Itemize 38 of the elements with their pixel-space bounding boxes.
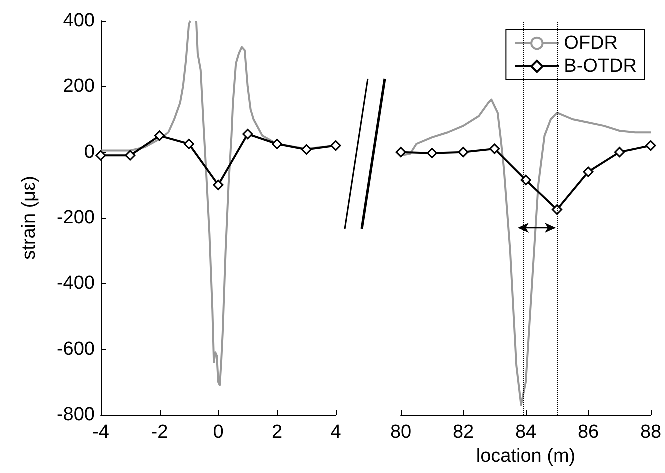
point [458,147,469,158]
y-tick-label: -600 [56,338,95,360]
y-tick-label: 400 [63,10,95,32]
x-tick-label: 2 [272,422,283,443]
y-tick-label: 200 [63,76,95,98]
point [330,140,342,152]
point [490,144,500,154]
x-tick-label: 84 [515,422,537,443]
y-tick-label: -200 [56,208,95,228]
y-tick-label: -400 [56,273,95,294]
point [614,147,625,158]
y-tick-label: -800 [56,404,95,426]
x-tick-label: 82 [452,422,474,443]
point [154,130,165,142]
point [396,147,406,158]
point [213,180,224,190]
x-tick-label: 80 [390,422,412,443]
x-axis-title: location (m) [476,446,576,467]
x-tick-label: -4 [92,422,110,443]
point [96,150,106,161]
point [646,140,656,152]
y-tick-label: 0 [84,142,95,163]
point [520,174,532,186]
x-tick-label: 88 [640,422,662,443]
point [301,144,312,155]
point [125,150,136,161]
x-tick-label: 86 [578,422,600,443]
legend-label: OFDR [564,33,618,54]
point [583,166,594,178]
x-tick-label: 4 [330,422,342,443]
y-axis-title: strain (με) [19,176,40,260]
x-tick-label: 0 [213,422,224,443]
x-tick-label: -2 [151,422,168,443]
point [184,138,194,150]
point [242,129,254,140]
legend-label: B-OTDR [564,56,637,77]
point [427,148,438,159]
point [272,138,282,150]
